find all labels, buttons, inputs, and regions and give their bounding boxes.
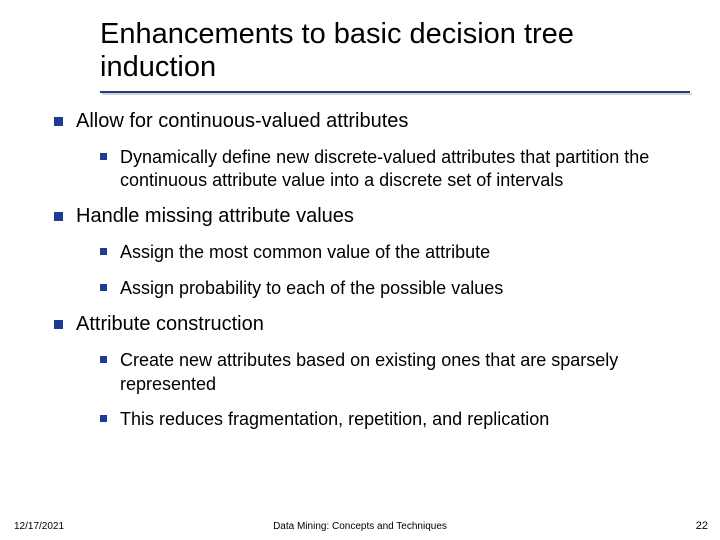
bullet-text: Assign probability to each of the possib… <box>120 278 503 298</box>
bullet-text: Assign the most common value of the attr… <box>120 242 490 262</box>
footer-page-number: 22 <box>696 520 708 532</box>
bullet-text: Attribute construction <box>76 313 264 335</box>
footer-center: Data Mining: Concepts and Techniques <box>0 521 720 532</box>
bullet-text: Handle missing attribute values <box>76 205 354 227</box>
footer: 12/17/2021 Data Mining: Concepts and Tec… <box>0 514 720 532</box>
list-item: Assign probability to each of the possib… <box>96 277 694 300</box>
list-item: Allow for continuous-valued attributes D… <box>48 109 694 193</box>
bullet-list-lvl1: Allow for continuous-valued attributes D… <box>48 109 694 432</box>
bullet-text: Dynamically define new discrete-valued a… <box>120 147 649 190</box>
bullet-list-lvl2: Assign the most common value of the attr… <box>96 241 694 300</box>
slide: Enhancements to basic decision tree indu… <box>0 0 720 540</box>
title-block: Enhancements to basic decision tree indu… <box>0 0 660 85</box>
list-item: Assign the most common value of the attr… <box>96 241 694 264</box>
bullet-text: Allow for continuous-valued attributes <box>76 110 408 132</box>
underline-shadow <box>102 93 692 95</box>
list-item: Dynamically define new discrete-valued a… <box>96 146 694 193</box>
bullet-list-lvl2: Create new attributes based on existing … <box>96 349 694 431</box>
list-item: Attribute construction Create new attrib… <box>48 312 694 431</box>
bullet-list-lvl2: Dynamically define new discrete-valued a… <box>96 146 694 193</box>
bullet-text: Create new attributes based on existing … <box>120 350 618 393</box>
list-item: Handle missing attribute values Assign t… <box>48 204 694 300</box>
list-item: This reduces fragmentation, repetition, … <box>96 408 694 431</box>
bullet-text: This reduces fragmentation, repetition, … <box>120 409 549 429</box>
body-area: Allow for continuous-valued attributes D… <box>0 91 720 432</box>
list-item: Create new attributes based on existing … <box>96 349 694 396</box>
underline-line <box>100 91 690 93</box>
slide-title: Enhancements to basic decision tree indu… <box>100 18 660 85</box>
